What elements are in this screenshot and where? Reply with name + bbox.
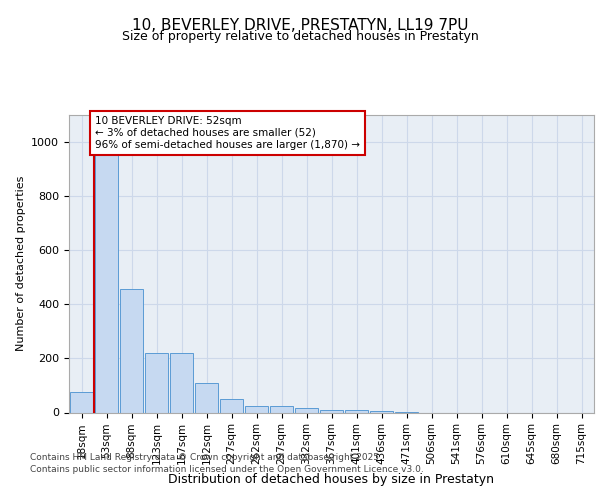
- Bar: [320, 410, 343, 412]
- Bar: [119, 290, 143, 412]
- Text: Size of property relative to detached houses in Prestatyn: Size of property relative to detached ho…: [122, 30, 478, 43]
- Bar: [70, 392, 94, 412]
- Text: 10, BEVERLEY DRIVE, PRESTATYN, LL19 7PU: 10, BEVERLEY DRIVE, PRESTATYN, LL19 7PU: [132, 18, 468, 32]
- Text: Contains public sector information licensed under the Open Government Licence v3: Contains public sector information licen…: [30, 465, 424, 474]
- Bar: [95, 145, 118, 412]
- Text: 10 BEVERLEY DRIVE: 52sqm
← 3% of detached houses are smaller (52)
96% of semi-de: 10 BEVERLEY DRIVE: 52sqm ← 3% of detache…: [95, 116, 360, 150]
- X-axis label: Distribution of detached houses by size in Prestatyn: Distribution of detached houses by size …: [169, 472, 494, 486]
- Text: Contains HM Land Registry data © Crown copyright and database right 2025.: Contains HM Land Registry data © Crown c…: [30, 452, 382, 462]
- Bar: [220, 399, 244, 412]
- Bar: [145, 353, 169, 412]
- Bar: [370, 411, 394, 412]
- Bar: [194, 383, 218, 412]
- Bar: [170, 353, 193, 412]
- Bar: [344, 410, 368, 412]
- Bar: [295, 408, 319, 412]
- Bar: [269, 406, 293, 412]
- Y-axis label: Number of detached properties: Number of detached properties: [16, 176, 26, 352]
- Bar: [245, 406, 268, 412]
